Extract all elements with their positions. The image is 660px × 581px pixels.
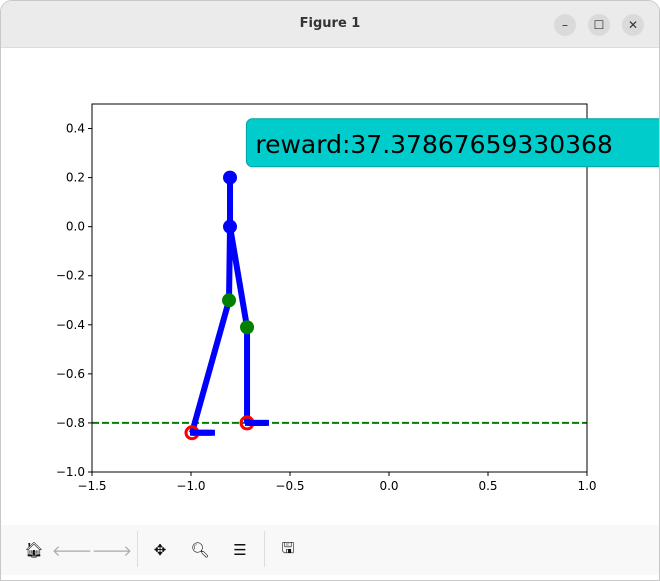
save-icon: 🖫 bbox=[281, 538, 295, 557]
maximize-icon: ☐ bbox=[593, 18, 605, 32]
toolbar-separator bbox=[137, 531, 138, 567]
back-button[interactable]: 🡐 bbox=[52, 537, 92, 563]
x-tick-label: 0.5 bbox=[478, 479, 497, 493]
zoom-button[interactable]: 🔍︎ bbox=[187, 537, 213, 563]
navigation-toolbar: 🏠︎ 🡐 🡒 ✥ 🔍︎ ☰ 🖫 bbox=[1, 525, 659, 575]
save-button[interactable]: 🖫 bbox=[275, 537, 301, 563]
window-title: Figure 1 bbox=[299, 16, 361, 31]
body-segment bbox=[189, 226, 234, 434]
close-button[interactable]: ✕ bbox=[622, 14, 644, 36]
x-tick-label: 1.0 bbox=[577, 479, 596, 493]
pan-icon: ✥ bbox=[153, 541, 167, 559]
y-tick-label: −0.6 bbox=[56, 367, 85, 381]
plot-canvas[interactable]: −1.5 −1.0 −0.5 0.0 0.5 1.0−1.0−0.8−0.6−0.4−0.… bbox=[1, 1, 660, 525]
configure-subplots-button[interactable]: ☰ bbox=[227, 537, 253, 563]
x-tick-label: −0.5 bbox=[275, 479, 304, 493]
zoom-icon: 🔍︎ bbox=[190, 541, 210, 559]
y-tick-label: −0.8 bbox=[56, 416, 85, 430]
x-tick-label: −1.5 bbox=[77, 479, 106, 493]
head-point bbox=[223, 170, 238, 185]
x-tick-label: −1.0 bbox=[176, 479, 205, 493]
forward-button[interactable]: 🡒 bbox=[92, 537, 132, 563]
back-icon: 🡐 bbox=[51, 541, 93, 560]
foot-bar bbox=[245, 419, 268, 426]
y-tick-label: 0.4 bbox=[66, 122, 85, 136]
maximize-button[interactable]: ☐ bbox=[588, 14, 610, 36]
toolbar-separator bbox=[264, 531, 265, 567]
close-icon: ✕ bbox=[627, 18, 639, 32]
y-tick-label: −0.2 bbox=[56, 269, 85, 283]
minimize-button[interactable]: – bbox=[554, 14, 576, 36]
reward-label: reward:37.37867659330368 bbox=[255, 130, 612, 159]
y-tick-label: −0.4 bbox=[56, 318, 85, 332]
hip-point bbox=[223, 219, 238, 234]
x-tick-label: 0.0 bbox=[379, 479, 398, 493]
foot-bar bbox=[189, 429, 212, 436]
knee-point bbox=[240, 320, 255, 335]
title-bar[interactable]: Figure 1 – ☐ ✕ bbox=[1, 1, 659, 48]
y-tick-label: −1.0 bbox=[56, 465, 85, 479]
y-tick-label: 0.2 bbox=[66, 171, 85, 185]
axes-frame bbox=[91, 103, 588, 473]
pan-button[interactable]: ✥ bbox=[147, 537, 173, 563]
configure-subplots-icon: ☰ bbox=[233, 541, 247, 559]
home-button[interactable]: 🏠︎ bbox=[21, 537, 47, 563]
home-icon: 🏠︎ bbox=[24, 541, 44, 559]
y-tick-label: 0.0 bbox=[66, 220, 85, 234]
reward-box bbox=[245, 118, 659, 168]
knee-point bbox=[222, 293, 237, 308]
forward-icon: 🡒 bbox=[91, 541, 133, 560]
minimize-icon: – bbox=[562, 18, 568, 32]
